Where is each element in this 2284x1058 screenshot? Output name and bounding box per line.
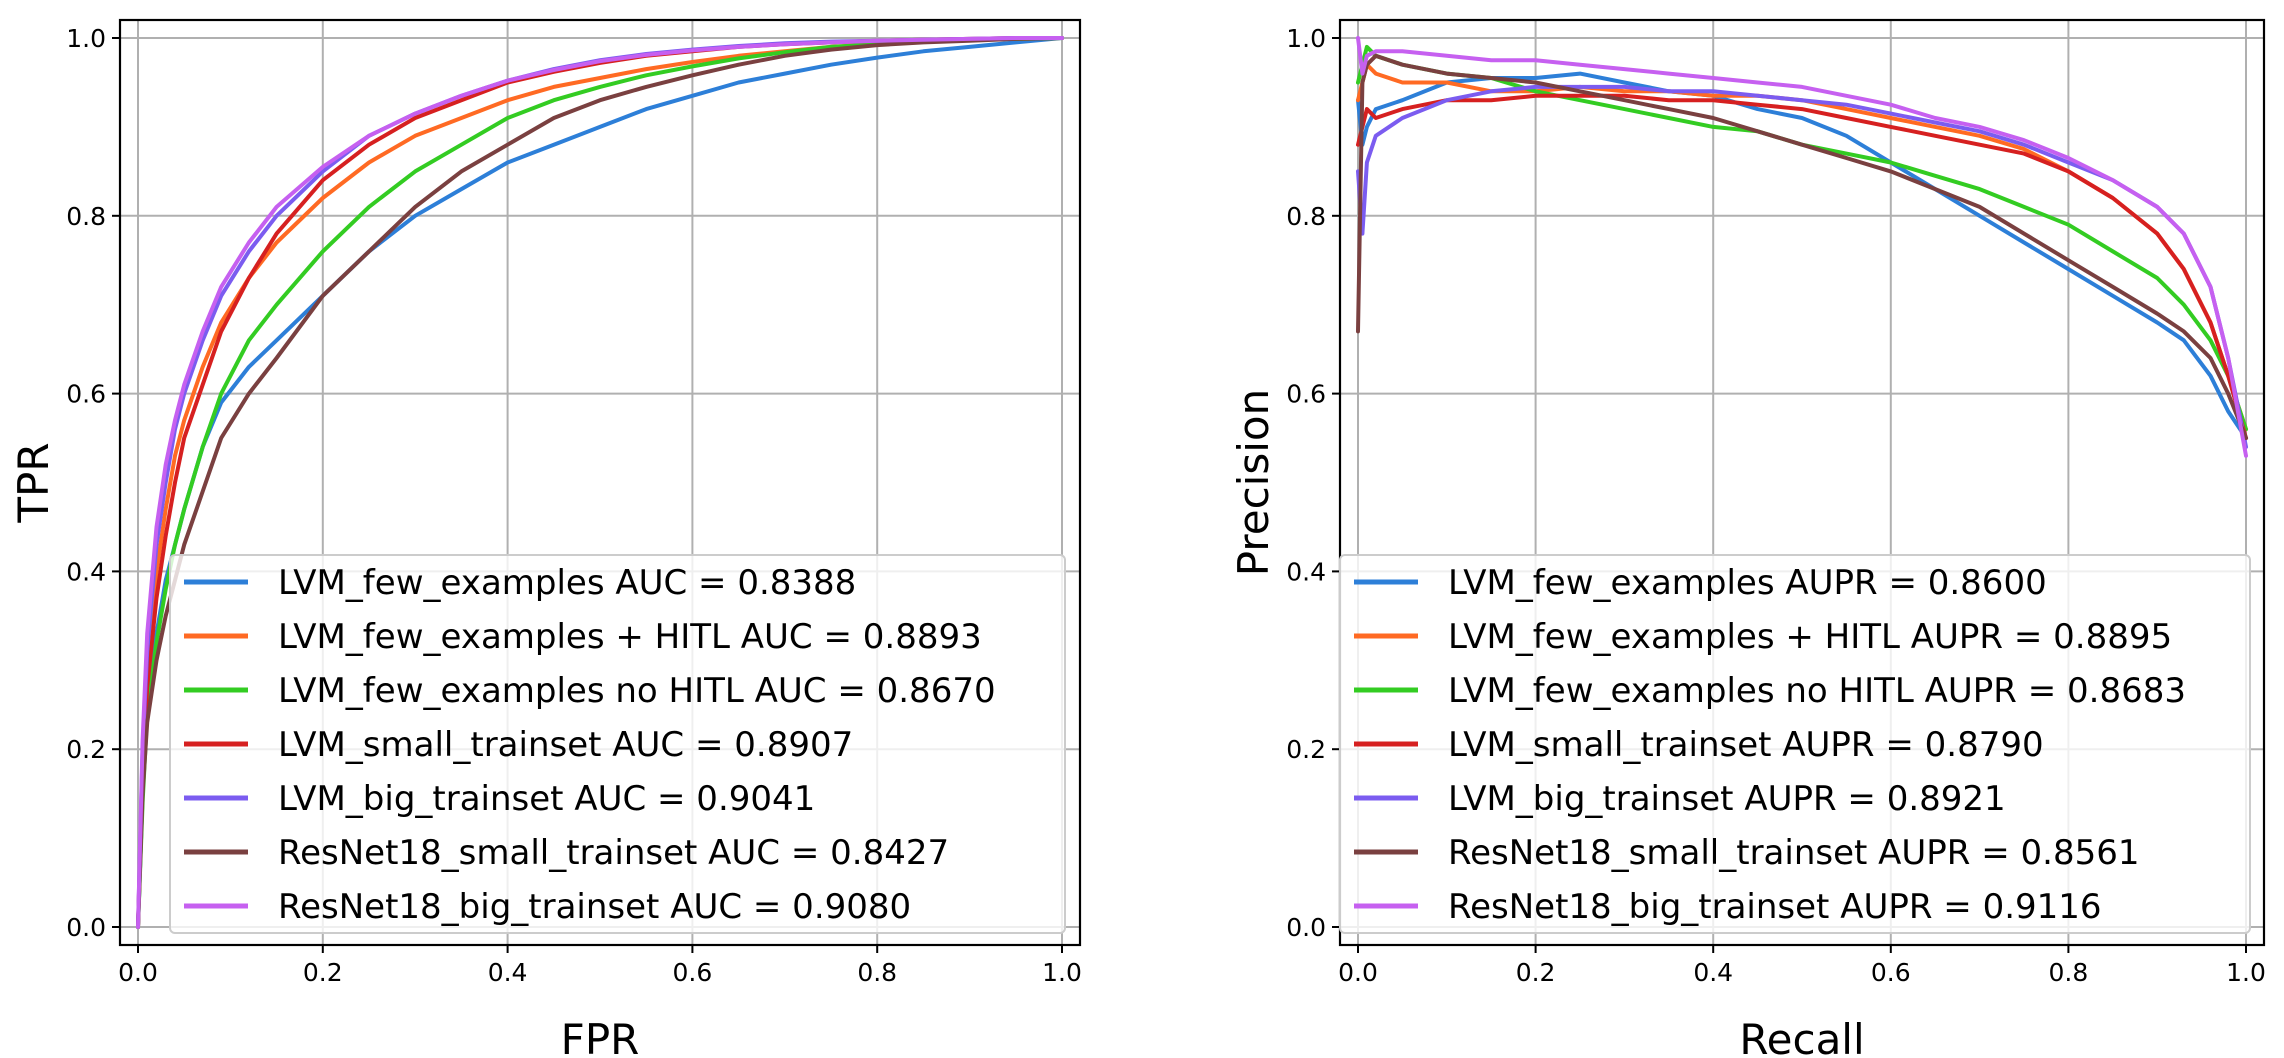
series-line-5 [1356,53,2248,440]
series-line-3 [1356,93,2248,440]
x-tick-label: 0.2 [303,958,343,987]
y-tick-label: 0.6 [66,380,106,409]
series-line-0 [1356,71,2248,440]
series-line-2 [1356,44,2248,432]
legend-entry-4: LVM_big_trainset AUPR = 0.8921 [1448,779,2006,819]
x-axis-title: Recall [1739,1015,1864,1058]
y-tick-label: 0.4 [1286,557,1326,586]
y-tick-label: 0.2 [66,735,106,764]
x-tick-label: 0.6 [1871,958,1911,987]
x-tick-label: 0.8 [2049,958,2089,987]
legend: LVM_few_examples AUC = 0.8388 LVM_few_exa… [169,554,1066,934]
x-tick-label: 1.0 [1042,958,1082,987]
legend-entry-4: LVM_big_trainset AUC = 0.9041 [278,779,815,819]
x-axis-title: FPR [561,1015,640,1058]
y-tick-label: 0.8 [1286,202,1326,231]
x-tick-label: 0.2 [1516,958,1556,987]
legend-entry-2: LVM_few_examples no HITL AUPR = 0.8683 [1448,671,2186,711]
legend-entry-3: LVM_small_trainset AUC = 0.8907 [278,725,853,765]
legend-box [169,554,1066,934]
x-tick-label: 0.0 [1338,958,1378,987]
plot-frame [118,18,1082,947]
x-tick-label: 0.8 [857,958,897,987]
y-tick-label: 0.4 [66,557,106,586]
legend-entry-6: ResNet18_big_trainset AUC = 0.9080 [278,887,911,927]
y-axis-title: Precision [1229,389,1278,576]
y-tick-label: 0.0 [66,913,106,942]
legend-entry-5: ResNet18_small_trainset AUPR = 0.8561 [1448,833,2140,873]
x-tick-label: 0.4 [1693,958,1733,987]
y-tick-label: 0.0 [1286,913,1326,942]
series-line-6 [136,36,1064,929]
legend: LVM_few_examples AUPR = 0.8600 LVM_few_ex… [1339,554,2251,934]
legend-entry-3: LVM_small_trainset AUPR = 0.8790 [1448,725,2044,765]
roc-chart: 0.0 0.2 0.4 0.6 0.8 1.0 0.0 0.2 0.4 0.6 0.8 1.0 FPR T… [9,18,1082,1058]
x-tick-label: 0.0 [118,958,158,987]
x-tick-label: 1.0 [2226,958,2266,987]
y-axis-title: TPR [9,442,58,523]
legend-entry-1: LVM_few_examples + HITL AUPR = 0.8895 [1448,617,2172,657]
x-tick-label: 0.6 [673,958,713,987]
series-line-6 [1356,36,2248,458]
y-tick-label: 0.8 [66,202,106,231]
legend-entry-0: LVM_few_examples AUPR = 0.8600 [1448,563,2047,603]
y-tick-label: 0.6 [1286,380,1326,409]
legend-entry-0: LVM_few_examples AUC = 0.8388 [278,563,856,603]
legend-entry-5: ResNet18_small_trainset AUC = 0.8427 [278,833,949,873]
legend-entry-6: ResNet18_big_trainset AUPR = 0.9116 [1448,887,2102,927]
y-tick-label: 1.0 [66,24,106,53]
plot-frame [1338,18,2266,947]
legend-box [1339,554,2251,934]
legend-entry-1: LVM_few_examples + HITL AUC = 0.8893 [278,617,982,657]
y-tick-label: 1.0 [1286,24,1326,53]
legend-entry-2: LVM_few_examples no HITL AUC = 0.8670 [278,671,996,711]
x-tick-label: 0.4 [488,958,528,987]
precision-recall-chart: 0.0 0.2 0.4 0.6 0.8 1.0 0.0 0.2 0.4 0.6 0.8 1.0 Reca… [1229,18,2266,1058]
y-tick-label: 0.2 [1286,735,1326,764]
